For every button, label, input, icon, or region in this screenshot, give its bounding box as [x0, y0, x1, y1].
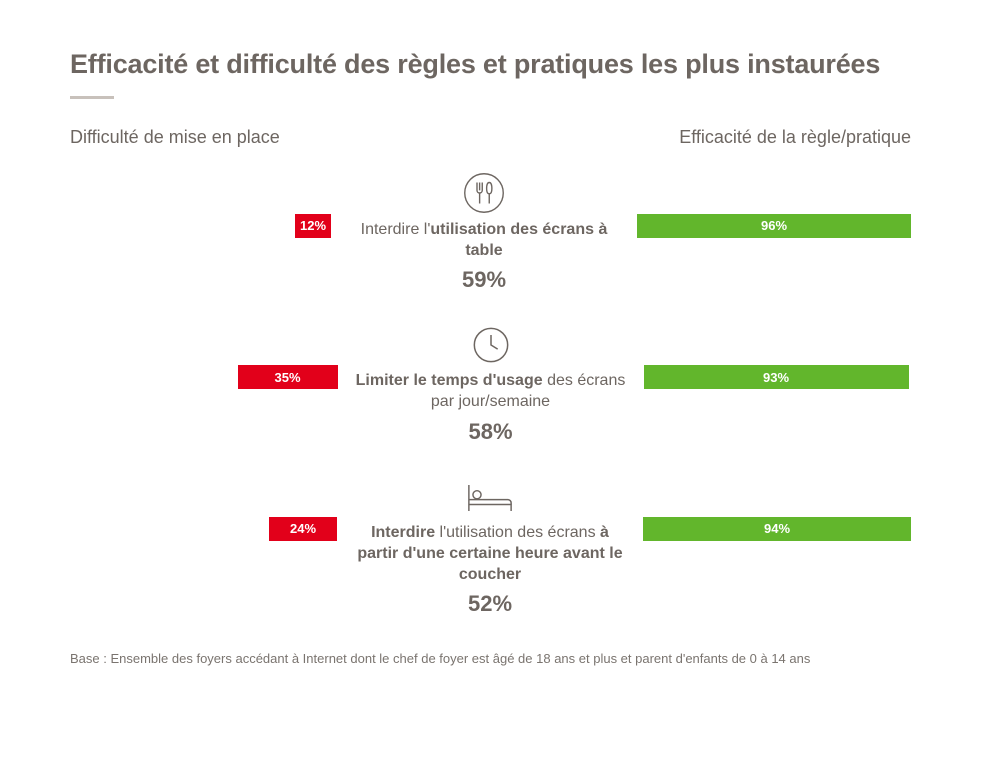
rule-text: Limiter le temps d'usage des écrans par … — [356, 371, 626, 413]
rule-row: 24% Interdire l'utilisation des écrans à… — [70, 471, 911, 617]
difficulty-bar-cell: 12% — [70, 168, 331, 238]
efficacy-bar-cell: 93% — [644, 319, 912, 389]
adoption-pct: 52% — [355, 591, 625, 617]
efficacy-bar: 93% — [644, 365, 909, 389]
difficulty-bar-cell: 24% — [70, 471, 337, 541]
left-column-header: Difficulté de mise en place — [70, 127, 280, 148]
footnote: Base : Ensemble des foyers accédant à In… — [70, 651, 911, 666]
rule-row: 12% Interdire l'utilisation des écrans à… — [70, 168, 911, 294]
efficacy-pct-label: 96 — [761, 218, 775, 233]
efficacy-bar: 96% — [637, 214, 911, 238]
difficulty-bar: 35% — [238, 365, 338, 389]
rule-row: 35% Limiter le temps d'usage des écrans … — [70, 319, 911, 445]
efficacy-bar: 94% — [643, 517, 911, 541]
difficulty-pct-label: 24 — [290, 521, 304, 536]
page-title: Efficacité et difficulté des règles et p… — [70, 48, 911, 82]
efficacy-bar-cell: 96% — [637, 168, 911, 238]
right-column-header: Efficacité de la règle/pratique — [679, 127, 911, 148]
rule-icon — [349, 168, 619, 214]
efficacy-pct-label: 94 — [764, 521, 778, 536]
difficulty-pct-label: 35 — [274, 370, 288, 385]
utensils-circle-icon — [463, 172, 505, 214]
rule-text: Interdire l'utilisation des écrans à tab… — [349, 220, 619, 262]
difficulty-bar: 24% — [269, 517, 337, 541]
title-underline — [70, 96, 114, 99]
rules-list: 12% Interdire l'utilisation des écrans à… — [70, 168, 911, 618]
rule-icon — [356, 319, 626, 365]
difficulty-bar: 12% — [295, 214, 331, 238]
clock-icon — [471, 325, 511, 365]
difficulty-pct-label: 12 — [300, 218, 314, 233]
rule-center: Limiter le temps d'usage des écrans par … — [356, 319, 626, 445]
adoption-pct: 58% — [356, 419, 626, 445]
rule-icon — [355, 471, 625, 517]
difficulty-bar-cell: 35% — [70, 319, 338, 389]
efficacy-pct-label: 93 — [763, 370, 777, 385]
bed-icon — [464, 479, 516, 517]
column-headers: Difficulté de mise en place Efficacité d… — [70, 127, 911, 148]
rule-center: Interdire l'utilisation des écrans à tab… — [349, 168, 619, 294]
efficacy-bar-cell: 94% — [643, 471, 911, 541]
rule-text: Interdire l'utilisation des écrans à par… — [355, 523, 625, 585]
rule-center: Interdire l'utilisation des écrans à par… — [355, 471, 625, 617]
adoption-pct: 59% — [349, 267, 619, 293]
